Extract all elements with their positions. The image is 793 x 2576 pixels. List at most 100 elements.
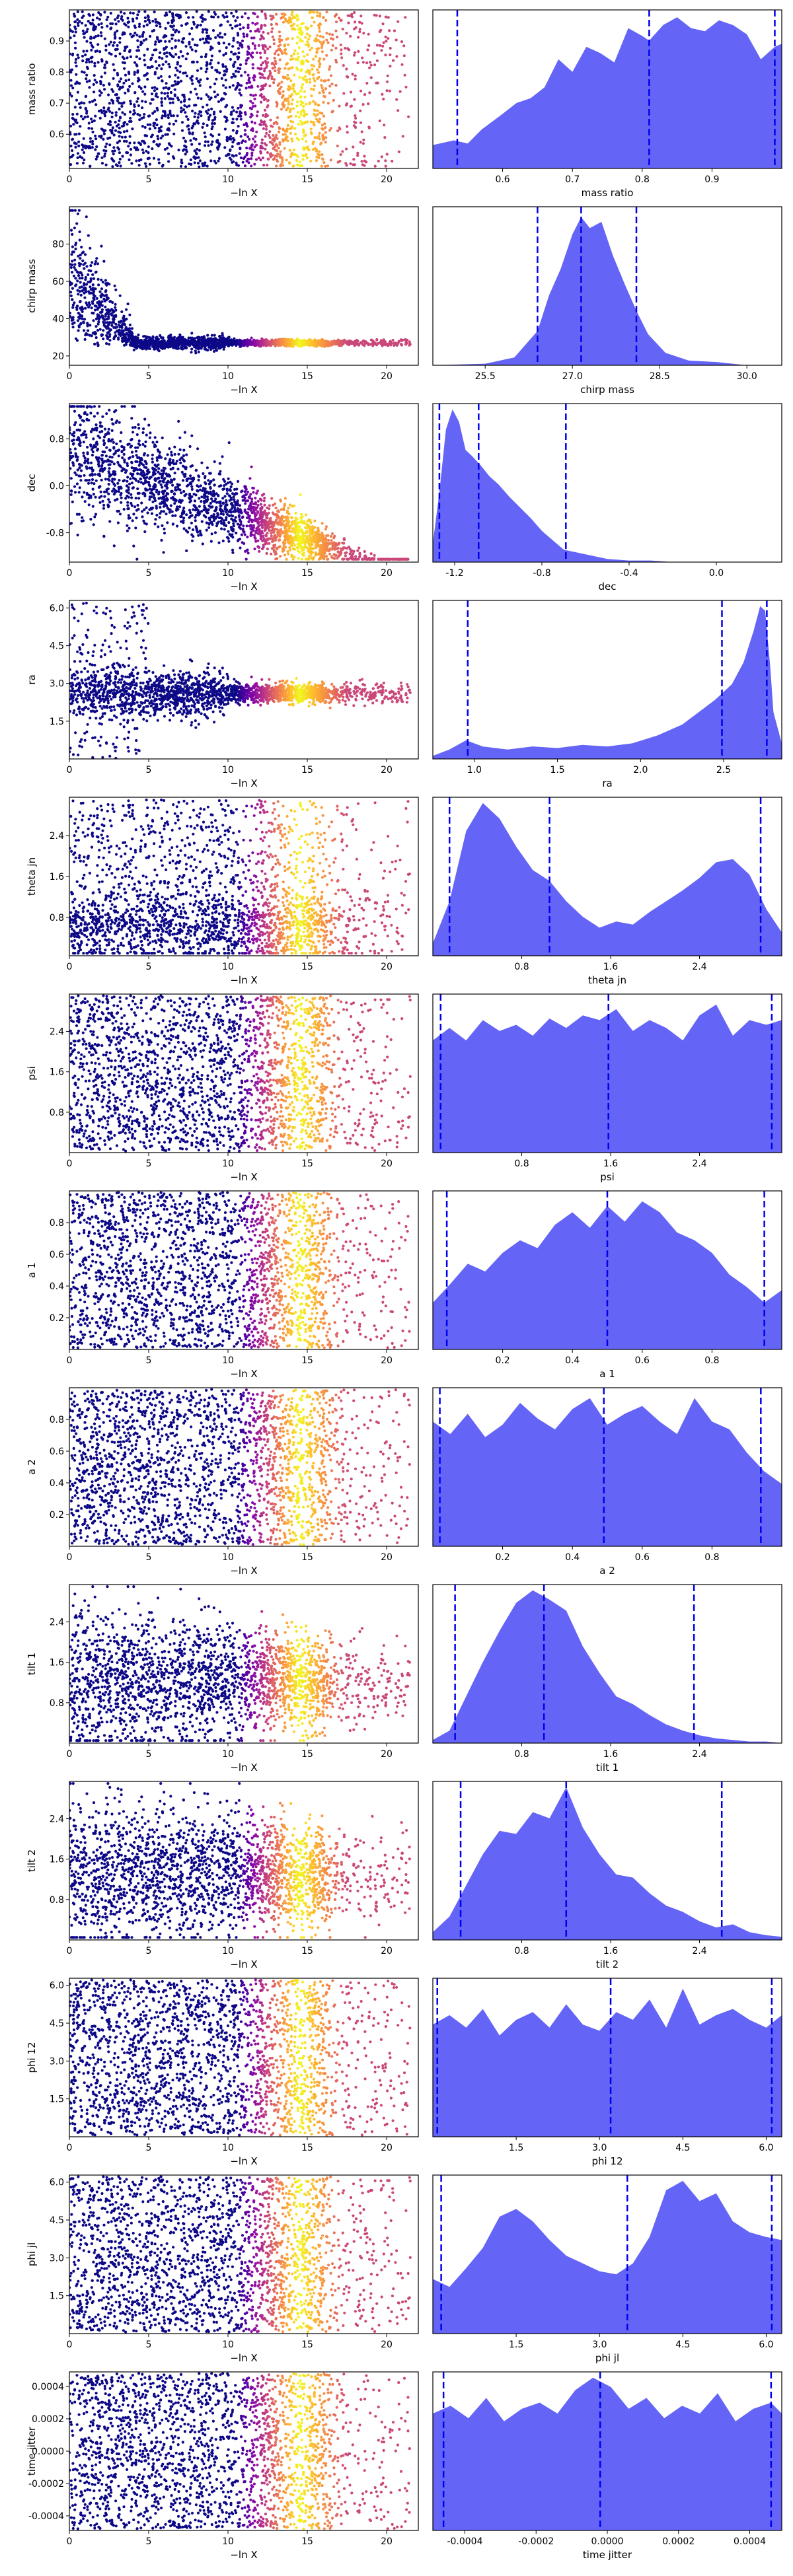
scatter-point	[223, 480, 227, 483]
scatter-point	[318, 120, 321, 124]
scatter-point	[132, 348, 135, 352]
scatter-point	[200, 500, 203, 503]
scatter-point	[74, 61, 77, 64]
scatter-point	[155, 513, 159, 517]
scatter-point	[83, 329, 86, 332]
scatter-point	[155, 48, 158, 52]
scatter-point	[88, 334, 91, 337]
scatter-point	[157, 158, 161, 161]
scatter-point	[164, 133, 167, 136]
scatter-point	[296, 111, 299, 114]
scatter-point	[404, 85, 408, 89]
scatter-point	[220, 336, 223, 340]
scatter-point	[104, 279, 107, 282]
scatter-point	[90, 48, 93, 52]
scatter-point	[315, 50, 319, 54]
scatter-point	[202, 122, 205, 125]
scatter-point	[252, 79, 256, 82]
scatter-point	[178, 333, 182, 336]
scatter-point	[296, 52, 299, 55]
scatter-point	[262, 114, 265, 117]
scatter-point	[303, 90, 306, 93]
scatter-point	[357, 50, 360, 53]
scatter-point	[187, 127, 190, 131]
scatter-point	[329, 74, 333, 77]
scatter-point	[128, 50, 132, 54]
scatter-point	[71, 250, 74, 254]
scatter-point	[282, 139, 285, 143]
scatter-point	[271, 61, 274, 65]
scatter-point	[159, 75, 163, 78]
scatter-point	[160, 336, 163, 340]
scatter-point	[151, 342, 155, 345]
scatter-point	[278, 126, 281, 129]
scatter-point	[277, 147, 280, 150]
scatter-point	[176, 114, 179, 118]
scatter-point	[365, 81, 369, 85]
scatter-point	[79, 469, 83, 472]
scatter-point	[69, 92, 71, 96]
scatter-point	[354, 555, 358, 558]
scatter-point	[277, 340, 281, 343]
scatter-point	[107, 93, 110, 96]
scatter-ylabel: chirp mass	[26, 259, 38, 313]
scatter-point	[119, 439, 122, 443]
scatter-point	[358, 546, 361, 550]
scatter-point	[132, 455, 135, 458]
scatter-point	[244, 140, 247, 143]
scatter-point	[96, 308, 99, 311]
scatter-point	[106, 281, 109, 285]
scatter-point	[287, 102, 290, 106]
scatter-point	[118, 36, 122, 40]
scatter-point	[338, 104, 341, 108]
scatter-point	[120, 11, 123, 14]
scatter-point	[84, 108, 87, 111]
scatter-point	[147, 157, 151, 160]
scatter-point	[186, 343, 190, 346]
scatter-point	[309, 159, 313, 162]
scatter-point	[271, 35, 274, 38]
scatter-point	[250, 148, 254, 151]
scatter-point	[96, 329, 100, 332]
scatter-point	[123, 333, 126, 336]
scatter-point	[290, 102, 293, 106]
scatter-point	[202, 37, 205, 40]
scatter-point	[73, 15, 77, 18]
scatter-point	[157, 341, 160, 345]
scatter-point	[328, 32, 331, 36]
scatter-point	[155, 337, 159, 340]
scatter-point	[123, 113, 127, 116]
scatter-point	[322, 16, 325, 19]
scatter-point	[264, 123, 267, 126]
scatter-point	[260, 67, 263, 70]
scatter-point	[165, 51, 169, 54]
scatter-point	[241, 44, 244, 47]
scatter-point	[186, 118, 190, 121]
scatter-point	[87, 458, 90, 461]
scatter-point	[108, 120, 112, 124]
scatter-point	[155, 20, 158, 24]
scatter-point	[128, 141, 132, 145]
scatter-point	[237, 34, 240, 37]
scatter-point	[152, 124, 155, 127]
scatter-point	[273, 157, 276, 161]
scatter-point	[369, 61, 372, 64]
scatter-point	[222, 519, 225, 522]
scatter-point	[194, 87, 197, 90]
scatter-point	[287, 20, 290, 24]
scatter-point	[226, 336, 229, 340]
scatter-point	[255, 143, 258, 147]
scatter-point	[379, 44, 382, 47]
scatter-point	[373, 52, 376, 55]
scatter-point	[136, 472, 139, 476]
scatter-point	[206, 337, 209, 341]
scatter-point	[283, 554, 287, 557]
scatter-point	[185, 105, 188, 108]
scatter-point	[339, 43, 342, 47]
scatter-point	[85, 77, 88, 81]
scatter-point	[353, 11, 356, 15]
scatter-point	[152, 28, 156, 32]
scatter-point	[210, 143, 213, 146]
scatter-point	[120, 15, 124, 18]
kde-axes-frame	[432, 206, 782, 366]
